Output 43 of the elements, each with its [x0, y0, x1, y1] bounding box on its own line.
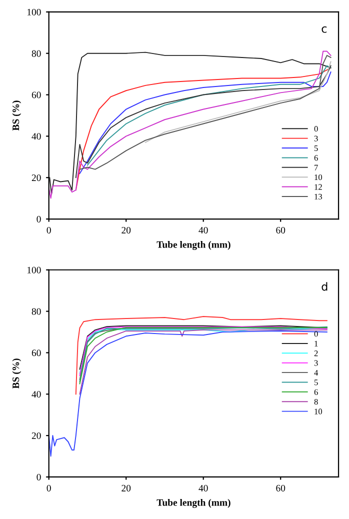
legend-label: 2	[314, 350, 318, 356]
legend-label: 3	[314, 360, 318, 366]
y-tick-label: 60	[32, 350, 41, 356]
legend-label: 13	[314, 194, 322, 200]
y-tick-label: 0	[36, 216, 41, 222]
x-axis-title: Tube length (mm)	[156, 498, 230, 508]
y-tick-label: 60	[32, 92, 41, 98]
y-axis-title: BS (%)	[12, 100, 22, 131]
legend-label: 0	[314, 331, 318, 337]
x-tick-label: 0	[46, 484, 51, 492]
y-tick-label: 0	[36, 474, 41, 480]
x-tick-label: 20	[122, 484, 131, 492]
legend-label: 5	[314, 145, 318, 152]
legend-label: 1	[314, 340, 318, 346]
legend-label: 4	[314, 370, 318, 376]
x-tick-label: 60	[276, 484, 286, 492]
legend-label: 8	[314, 398, 318, 405]
legend-label: 5	[314, 380, 318, 386]
y-tick-label: 20	[32, 174, 41, 182]
y-tick-label: 40	[32, 133, 41, 140]
y-tick-label: 40	[32, 391, 41, 398]
y-tick-label: 80	[32, 308, 41, 315]
x-tick-label: 40	[198, 484, 208, 492]
annotation: c	[322, 26, 327, 33]
x-axis-title: Tube length (mm)	[156, 241, 230, 250]
x-tick-label: 20	[122, 226, 131, 234]
legend-label: 10	[314, 408, 322, 414]
legend-label: 12	[314, 184, 322, 190]
legend-label: 6	[314, 389, 318, 395]
x-tick-label: 40	[198, 226, 208, 234]
y-tick-label: 100	[27, 8, 41, 16]
legend-label: 3	[314, 136, 318, 142]
y-tick-label: 100	[27, 266, 41, 274]
legend-label: 10	[314, 174, 322, 180]
legend-label: 7	[314, 164, 318, 170]
y-tick-label: 20	[32, 432, 41, 440]
x-tick-label: 60	[276, 226, 286, 234]
x-tick-label: 0	[46, 226, 51, 234]
y-tick-label: 80	[32, 50, 41, 57]
annotation: d	[322, 282, 328, 291]
legend-label: 6	[314, 155, 318, 161]
y-axis-title: BS (%)	[12, 358, 22, 389]
legend-label: 0	[314, 126, 318, 132]
